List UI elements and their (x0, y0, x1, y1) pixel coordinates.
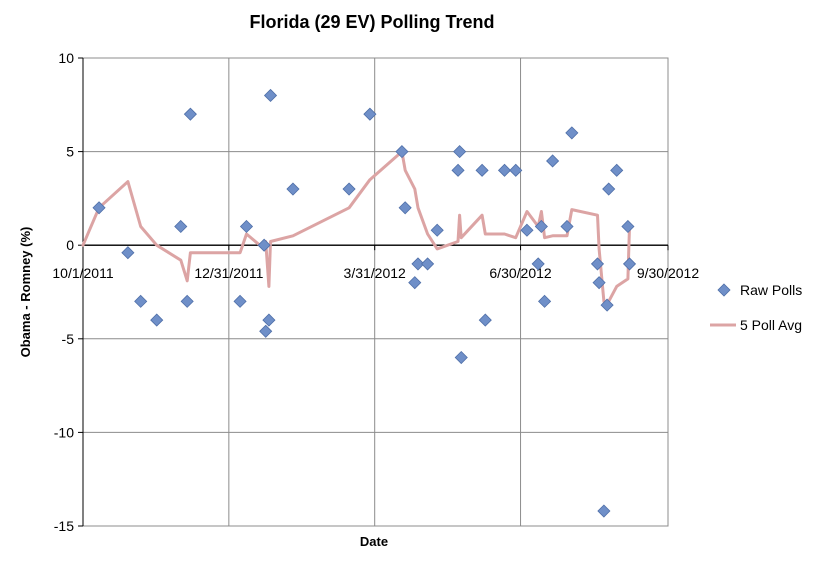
data-point (453, 145, 467, 159)
data-point (180, 294, 194, 308)
legend: Raw Polls 5 Poll Avg (710, 282, 802, 333)
data-point (92, 201, 106, 215)
data-point (363, 107, 377, 121)
x-axis-label: Date (360, 534, 388, 549)
data-point (497, 163, 512, 177)
x-tick-label: 12/31/2011 (194, 265, 263, 281)
data-point (150, 313, 164, 327)
x-tick-label: 3/31/2012 (344, 265, 406, 281)
legend-marker-raw-polls (717, 283, 731, 297)
y-tick-label: 0 (66, 237, 74, 253)
data-point (592, 276, 606, 290)
data-point (259, 324, 273, 338)
y-tick-label: 5 (66, 144, 74, 160)
data-point (560, 219, 574, 234)
data-point (134, 294, 148, 308)
y-tick-label: -5 (62, 331, 75, 347)
data-point (534, 219, 548, 234)
legend-label-raw-polls: Raw Polls (740, 282, 802, 298)
data-point (430, 223, 444, 237)
data-point (239, 219, 254, 234)
grid (82, 57, 669, 527)
data-point (263, 88, 278, 103)
data-point (509, 163, 523, 177)
y-tick-labels: -15 -10 -5 0 5 10 (54, 50, 74, 534)
data-point (621, 219, 635, 234)
data-point (183, 107, 197, 121)
data-point (395, 145, 409, 159)
data-point (546, 154, 560, 168)
data-point (411, 257, 425, 271)
data-point (342, 182, 356, 196)
x-tick-label: 9/30/2012 (637, 265, 699, 281)
y-tick-label: -10 (54, 424, 74, 440)
data-point (475, 163, 489, 177)
y-tick-label: 10 (58, 50, 74, 66)
x-tick-label: 10/1/2011 (52, 265, 113, 281)
legend-label-5-poll-avg: 5 Poll Avg (740, 317, 802, 333)
data-point (520, 223, 534, 237)
data-point (174, 219, 188, 234)
data-point (421, 257, 435, 271)
data-point (451, 163, 465, 177)
data-point (286, 182, 300, 196)
data-point (478, 313, 492, 327)
y-axis-label: Obama - Romney (%) (18, 227, 33, 358)
y-tick-label: -15 (54, 518, 74, 534)
data-point (531, 257, 545, 271)
axes (78, 57, 669, 527)
data-point (590, 257, 605, 271)
data-point (257, 238, 271, 252)
data-point (538, 294, 552, 308)
plot-frame (82, 57, 669, 527)
data-point (565, 126, 579, 140)
data-point (262, 313, 276, 327)
data-point (233, 294, 247, 308)
data-point (121, 246, 135, 260)
avg-line-layer (81, 150, 631, 311)
x-tick-label: 6/30/2012 (489, 265, 551, 281)
data-point (597, 504, 611, 518)
data-point (398, 201, 412, 215)
data-point (622, 257, 637, 271)
data-point (600, 298, 614, 312)
data-point (408, 276, 422, 290)
chart-title: Florida (29 EV) Polling Trend (249, 12, 494, 32)
series-line-5-poll-avg (81, 150, 631, 311)
data-point (602, 182, 616, 196)
x-tick-labels: 10/1/2011 12/31/2011 3/31/2012 6/30/2012 9/3… (52, 265, 699, 281)
data-point (610, 163, 624, 177)
data-point (454, 350, 468, 365)
raw-polls-layer (92, 88, 637, 518)
